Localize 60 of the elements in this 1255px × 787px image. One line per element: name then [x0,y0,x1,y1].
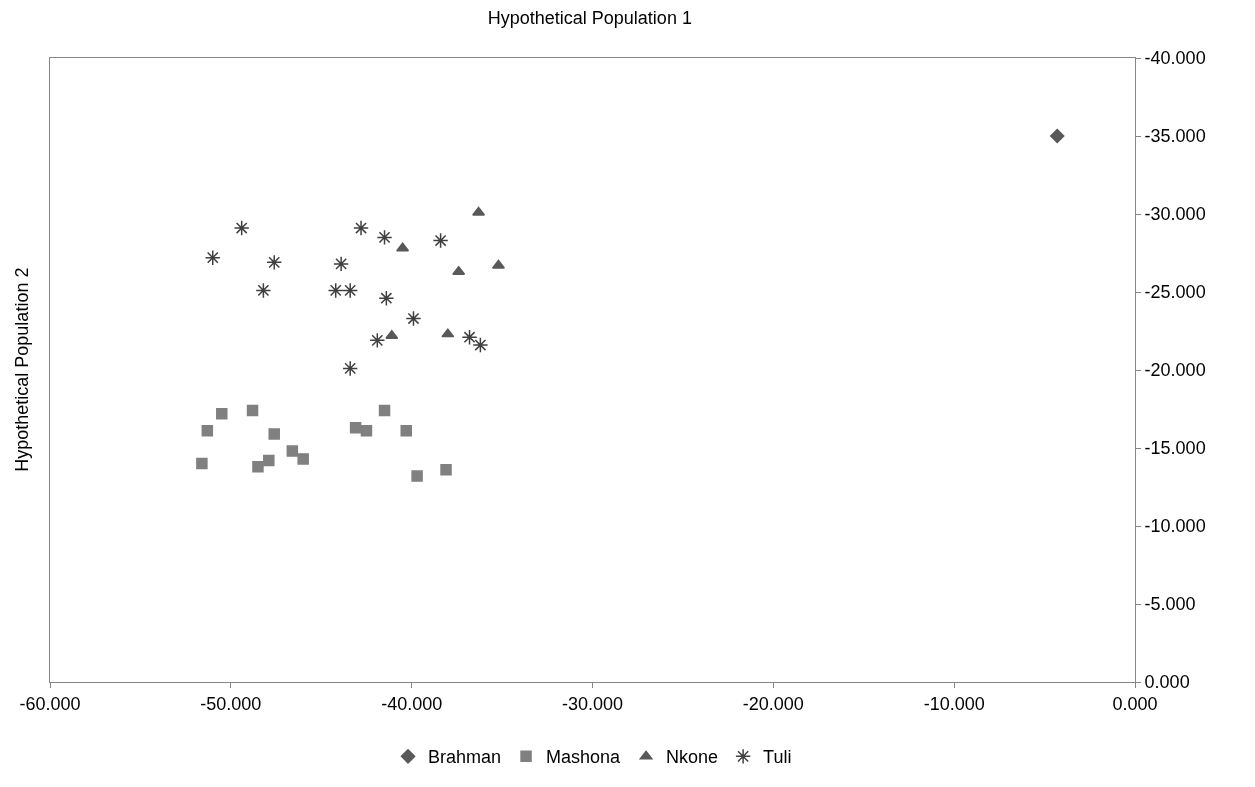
legend-label: Brahman [428,747,502,768]
point [342,282,359,299]
legend-label: Tuli [763,747,792,768]
point [263,454,275,467]
point [378,404,391,417]
point [196,457,208,470]
point [440,464,452,476]
point [246,404,259,417]
x-tick-label: -10.000 [923,693,985,714]
y-tick-label: -35.000 [1144,126,1206,147]
point [385,329,399,339]
point [349,421,362,434]
point [252,460,264,473]
point [353,220,369,236]
point [396,242,410,252]
y-tick-label: -40.000 [1144,48,1206,69]
x-tick-label: 0.000 [1112,693,1158,714]
x-tick-label: -50.000 [200,693,262,714]
x-tick-label: -20.000 [742,693,804,714]
point [405,310,422,327]
y-tick-label: -10.000 [1144,516,1206,537]
y-tick-label: -20.000 [1144,360,1206,381]
point [333,255,350,272]
point [266,254,283,271]
point [255,282,272,299]
point [472,206,486,216]
legend-label: Mashona [546,747,622,768]
point [327,282,344,299]
point [216,407,228,420]
point [400,425,412,437]
point [441,328,455,338]
y-tick-label: -25.000 [1144,282,1206,303]
x-tick-label: -40.000 [381,693,443,714]
chart-title: Hypothetical Population 1 [487,8,692,29]
x-tick-label: -30.000 [561,693,624,714]
point [342,360,359,377]
y-tick-label: -15.000 [1144,438,1206,459]
point [268,428,280,440]
legend-label: Nkone [666,747,719,768]
point [201,425,214,437]
point [378,290,395,307]
point [411,470,423,482]
point [1049,128,1065,144]
point [376,229,393,246]
point [472,337,489,353]
point [369,332,386,349]
point [452,265,466,275]
point [233,220,250,236]
point [491,259,505,269]
point [461,329,478,346]
y-tick-label: -30.000 [1144,204,1206,225]
point [360,425,373,437]
x-tick-label: -60.000 [19,693,81,714]
point [286,445,299,457]
point [204,249,221,266]
point [432,232,449,249]
y-axis-title: Hypothetical Population 2 [11,267,32,472]
y-tick-label: 0.000 [1144,672,1190,693]
y-tick-label: -5.000 [1144,594,1196,615]
point [297,453,309,465]
